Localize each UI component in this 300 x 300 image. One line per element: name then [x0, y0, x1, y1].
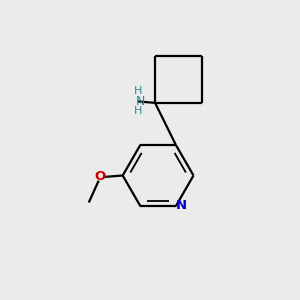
Text: N: N [176, 199, 187, 212]
Text: H: H [134, 106, 142, 116]
Text: N: N [136, 94, 145, 108]
Text: H: H [134, 86, 142, 96]
Text: O: O [94, 170, 106, 184]
